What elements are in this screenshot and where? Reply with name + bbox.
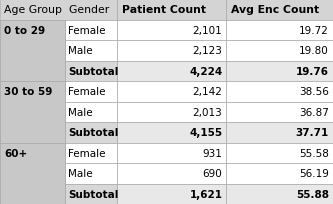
Bar xyxy=(65,143,117,163)
Text: Patient Count: Patient Count xyxy=(122,5,205,15)
Text: 2,101: 2,101 xyxy=(193,26,222,35)
Bar xyxy=(0,82,65,143)
Text: 55.88: 55.88 xyxy=(296,189,329,199)
Bar xyxy=(65,41,117,61)
Text: Subtotal: Subtotal xyxy=(68,189,119,199)
Bar xyxy=(0,20,65,41)
Bar xyxy=(226,20,333,41)
Text: 55.58: 55.58 xyxy=(299,148,329,158)
Text: 56.19: 56.19 xyxy=(299,169,329,178)
Text: 1,621: 1,621 xyxy=(189,189,222,199)
Text: 0 to 29: 0 to 29 xyxy=(4,26,45,35)
Bar xyxy=(117,0,226,20)
Bar xyxy=(0,184,65,204)
Text: Female: Female xyxy=(68,148,106,158)
Text: 30 to 59: 30 to 59 xyxy=(4,87,52,97)
Text: 2,123: 2,123 xyxy=(192,46,222,56)
Bar xyxy=(226,102,333,122)
Bar xyxy=(65,20,117,41)
Bar xyxy=(117,102,226,122)
Text: 19.76: 19.76 xyxy=(296,67,329,76)
Text: 36.87: 36.87 xyxy=(299,107,329,117)
Bar xyxy=(0,143,65,163)
Text: Male: Male xyxy=(68,169,93,178)
Bar xyxy=(226,163,333,184)
Text: 4,155: 4,155 xyxy=(189,128,222,137)
Text: 2,013: 2,013 xyxy=(193,107,222,117)
Bar xyxy=(65,163,117,184)
Bar xyxy=(0,20,65,82)
Bar xyxy=(226,82,333,102)
Text: Subtotal: Subtotal xyxy=(68,67,119,76)
Bar xyxy=(0,143,65,204)
Text: 4,224: 4,224 xyxy=(189,67,222,76)
Text: 19.72: 19.72 xyxy=(299,26,329,35)
Bar xyxy=(0,163,65,184)
Text: 931: 931 xyxy=(202,148,222,158)
Bar xyxy=(226,41,333,61)
Text: Subtotal: Subtotal xyxy=(68,128,119,137)
Text: Female: Female xyxy=(68,87,106,97)
Bar xyxy=(226,143,333,163)
Bar xyxy=(0,41,65,61)
Bar xyxy=(226,61,333,82)
Text: 690: 690 xyxy=(203,169,222,178)
Bar xyxy=(117,82,226,102)
Text: 38.56: 38.56 xyxy=(299,87,329,97)
Bar xyxy=(117,184,226,204)
Bar xyxy=(65,122,117,143)
Text: 2,142: 2,142 xyxy=(192,87,222,97)
Bar xyxy=(0,122,65,143)
Text: 37.71: 37.71 xyxy=(296,128,329,137)
Bar xyxy=(117,41,226,61)
Bar xyxy=(65,184,117,204)
Bar xyxy=(117,61,226,82)
Bar xyxy=(117,163,226,184)
Text: 60+: 60+ xyxy=(4,148,27,158)
Bar xyxy=(0,82,65,102)
Bar xyxy=(0,0,117,20)
Bar xyxy=(65,102,117,122)
Text: Age Group  Gender: Age Group Gender xyxy=(4,5,109,15)
Bar xyxy=(117,20,226,41)
Text: Female: Female xyxy=(68,26,106,35)
Text: Male: Male xyxy=(68,46,93,56)
Text: 19.80: 19.80 xyxy=(299,46,329,56)
Bar xyxy=(226,122,333,143)
Bar xyxy=(65,61,117,82)
Bar xyxy=(0,102,65,122)
Bar xyxy=(226,0,333,20)
Bar xyxy=(117,143,226,163)
Text: Avg Enc Count: Avg Enc Count xyxy=(231,5,320,15)
Bar xyxy=(65,82,117,102)
Bar xyxy=(0,61,65,82)
Bar xyxy=(226,184,333,204)
Text: Male: Male xyxy=(68,107,93,117)
Bar xyxy=(117,122,226,143)
